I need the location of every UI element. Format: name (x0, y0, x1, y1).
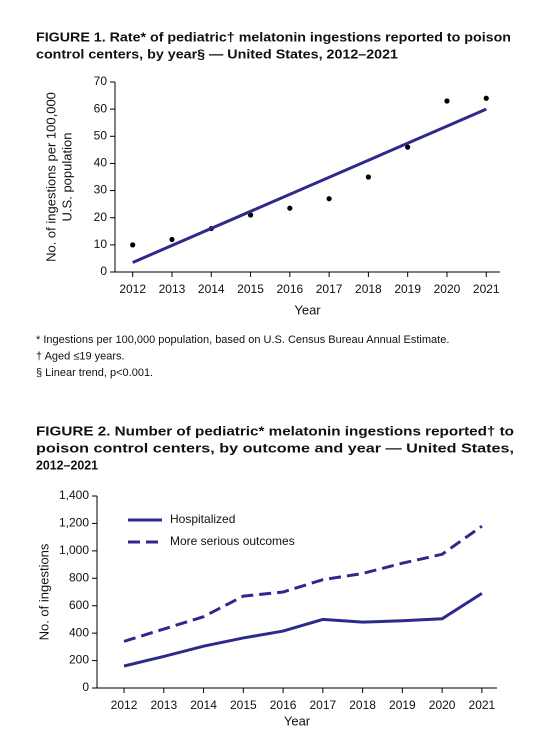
data-point (326, 196, 332, 202)
series-line (123, 524, 483, 643)
trend-line (132, 107, 487, 264)
y-tick-label: 800 (69, 570, 89, 584)
x-tick-label: 2021 (473, 282, 500, 296)
y-tick-label: 1,400 (59, 488, 89, 502)
x-tick-label: 2017 (316, 282, 343, 296)
x-tick-label: 2016 (276, 282, 303, 296)
y-tick-label: 10 (94, 237, 108, 251)
chart-title: FIGURE 2. Number of pediatric* melatonin… (36, 423, 514, 438)
legend-label: More serious outcomes (170, 534, 295, 548)
y-axis-label: No. of ingestions per 100,000 (43, 92, 58, 262)
data-point (169, 236, 175, 243)
x-axis-label: Year (294, 302, 321, 317)
y-tick-label: 40 (94, 156, 108, 170)
data-point (405, 144, 411, 150)
series-line (123, 592, 483, 668)
y-tick-label: 1,000 (59, 543, 89, 557)
footnote: § Linear trend, p<0.001. (36, 367, 153, 379)
data-point (247, 212, 254, 218)
data-point (365, 174, 371, 180)
x-tick-label: 2015 (237, 282, 264, 296)
y-axis-label: U.S. population (59, 133, 74, 222)
x-tick-label: 2018 (349, 698, 376, 712)
data-point (287, 205, 293, 211)
x-tick-label: 2019 (394, 282, 421, 296)
x-tick-label: 2013 (159, 282, 186, 296)
data-point (483, 95, 489, 101)
x-tick-label: 2014 (190, 698, 217, 712)
x-tick-label: 2020 (434, 282, 461, 296)
y-tick-label: 200 (69, 653, 89, 667)
y-tick-label: 30 (94, 183, 108, 197)
x-axis-label: Year (284, 713, 311, 728)
data-point (444, 98, 450, 104)
x-tick-label: 2021 (469, 698, 496, 712)
y-tick-label: 50 (94, 128, 108, 142)
x-tick-label: 2012 (119, 282, 146, 296)
y-tick-label: 20 (94, 210, 108, 224)
chart-title: FIGURE 1. Rate* of pediatric† melatonin … (36, 29, 511, 44)
x-tick-label: 2014 (198, 282, 225, 296)
chart-title: poison control centers, by outcome and y… (36, 440, 514, 455)
footnote: † Aged ≤19 years. (36, 350, 125, 362)
footnote: * Ingestions per 100,000 population, bas… (36, 334, 449, 346)
y-tick-label: 60 (94, 101, 108, 115)
y-tick-label: 600 (69, 598, 89, 612)
chart-title: 2012–2021 (36, 457, 98, 472)
chart-title: control centers, by year§ — United State… (36, 46, 398, 61)
x-tick-label: 2015 (230, 698, 257, 712)
x-tick-label: 2012 (111, 698, 138, 712)
legend-label: Hospitalized (170, 512, 235, 526)
x-tick-label: 2020 (429, 698, 456, 712)
x-tick-label: 2018 (355, 282, 382, 296)
y-axis-label: No. of ingestions (36, 543, 51, 640)
x-tick-label: 2017 (309, 698, 336, 712)
y-tick-label: 70 (94, 74, 108, 88)
y-tick-label: 0 (100, 264, 107, 278)
x-tick-label: 2016 (270, 698, 297, 712)
y-tick-label: 1,200 (59, 516, 89, 530)
x-tick-label: 2019 (389, 698, 416, 712)
y-tick-label: 0 (82, 680, 89, 694)
data-point (130, 242, 136, 248)
y-tick-label: 400 (69, 625, 89, 639)
x-tick-label: 2013 (150, 698, 177, 712)
